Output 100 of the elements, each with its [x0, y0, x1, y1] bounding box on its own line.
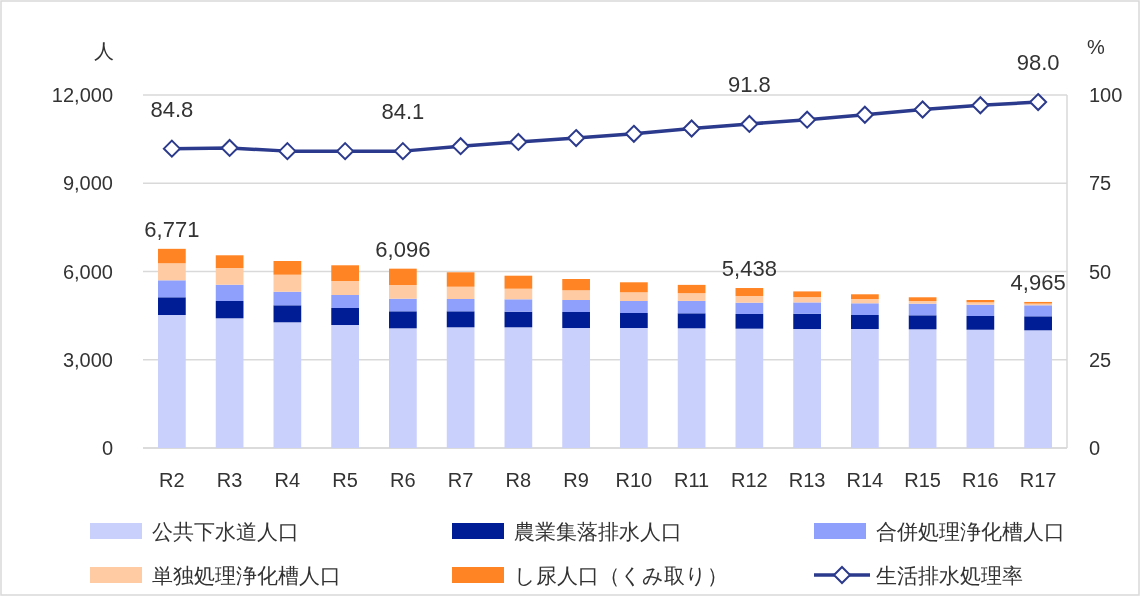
bar — [908, 301, 937, 304]
bar — [620, 328, 648, 448]
y-tick-label: 9,000 — [62, 172, 113, 195]
bar — [851, 294, 879, 299]
bar — [677, 284, 706, 294]
bar — [331, 295, 359, 309]
bar — [966, 304, 995, 317]
x-tick-label: R3 — [216, 469, 243, 491]
y2-axis-title: % — [1087, 36, 1106, 58]
bar — [158, 315, 186, 448]
legend-label: 生活排水処理率 — [876, 564, 1023, 587]
x-tick-label: R8 — [505, 469, 532, 491]
bar — [158, 263, 186, 281]
bar — [735, 302, 764, 314]
bar — [851, 303, 879, 316]
bar — [504, 311, 533, 328]
x-tick-label: R6 — [390, 469, 416, 491]
bar — [562, 279, 590, 291]
bar — [1024, 305, 1052, 317]
bar — [677, 328, 706, 448]
bar — [851, 329, 879, 448]
point — [913, 100, 932, 119]
x-tick-label: R12 — [731, 469, 768, 491]
bar — [389, 285, 417, 299]
x-tick-label: R7 — [447, 469, 474, 491]
bar — [215, 284, 244, 301]
point — [971, 96, 990, 115]
data-label: 91.8 — [727, 71, 771, 97]
bar — [793, 291, 821, 298]
x-tick-label: R15 — [904, 469, 941, 491]
data-label: 98.0 — [1016, 50, 1060, 76]
bar — [908, 297, 937, 301]
data-label: 84.8 — [150, 96, 194, 122]
bar — [158, 248, 186, 264]
bar — [389, 268, 417, 285]
y2-tick-label: 75 — [1089, 172, 1112, 195]
bar — [215, 268, 244, 285]
bar — [446, 286, 475, 299]
x-tick-label: R16 — [962, 469, 999, 491]
bar — [215, 255, 244, 268]
x-tick-label: R14 — [846, 469, 884, 491]
bar — [562, 312, 590, 329]
x-tick-label: R13 — [788, 469, 826, 491]
bar — [620, 282, 648, 293]
bar — [735, 328, 764, 448]
bar — [331, 325, 359, 448]
y-tick-label: 12,000 — [51, 84, 113, 106]
total-label: 4,965 — [1010, 269, 1066, 295]
bar — [273, 305, 302, 323]
bar — [504, 327, 533, 448]
bar — [331, 308, 359, 326]
bar — [389, 298, 417, 312]
bar — [215, 301, 244, 319]
point — [682, 119, 701, 138]
point — [509, 132, 528, 151]
bar — [677, 313, 706, 329]
bar — [504, 299, 533, 312]
total-label: 5,438 — [721, 256, 777, 282]
x-tick-label: R10 — [615, 469, 653, 491]
bar — [851, 299, 879, 304]
bar — [504, 275, 533, 289]
point — [798, 110, 817, 129]
y2-tick-label: 0 — [1089, 437, 1101, 459]
x-tick-label: R17 — [1019, 469, 1057, 491]
y2-tick-label: 25 — [1089, 348, 1112, 371]
point — [855, 105, 874, 124]
x-tick-label: R11 — [674, 469, 710, 491]
point — [393, 142, 412, 161]
bar — [331, 265, 359, 281]
bar — [620, 292, 648, 302]
bar — [446, 272, 475, 287]
bar — [677, 300, 706, 314]
legend-label: し尿人口（くみ取り） — [514, 564, 728, 587]
bar — [273, 261, 302, 275]
bar — [908, 329, 937, 448]
bar — [504, 288, 533, 300]
total-label: 6,096 — [375, 236, 431, 262]
bar — [735, 295, 764, 303]
bar — [735, 313, 764, 329]
bar — [273, 291, 302, 306]
bar — [273, 322, 302, 448]
point — [567, 129, 586, 148]
x-tick-label: R5 — [332, 469, 358, 491]
bar — [215, 318, 244, 448]
point — [451, 137, 470, 156]
data-label: 84.1 — [381, 99, 425, 125]
y2-tick-label: 50 — [1089, 260, 1112, 283]
point — [162, 139, 181, 158]
bar — [446, 299, 475, 312]
y-tick-label: 6,000 — [62, 260, 113, 283]
legend-label: 単独処理浄化槽人口 — [152, 564, 341, 587]
bar — [389, 328, 417, 448]
bar — [793, 302, 821, 314]
bar — [562, 290, 590, 300]
bar — [966, 316, 995, 330]
legend-label: 合併処理浄化槽人口 — [876, 520, 1065, 543]
point — [278, 142, 297, 161]
bar — [562, 300, 590, 313]
bar — [966, 329, 995, 448]
x-tick-label: R9 — [563, 469, 589, 491]
